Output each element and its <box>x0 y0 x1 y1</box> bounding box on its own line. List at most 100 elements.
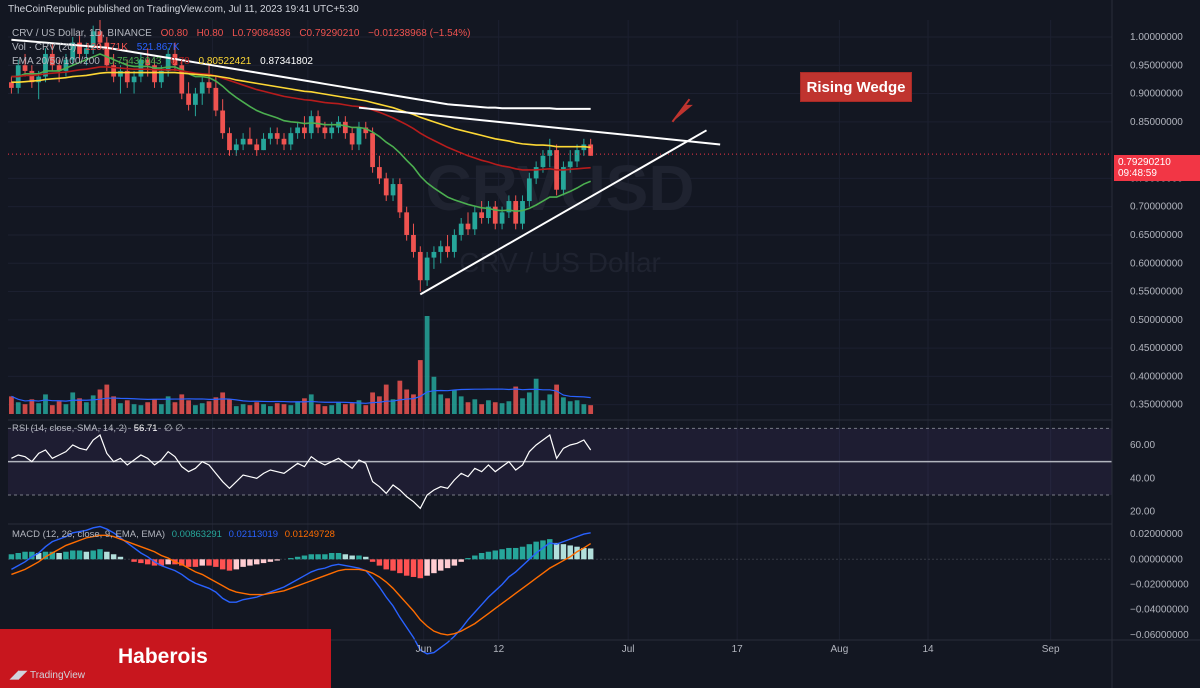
published-line: TheCoinRepublic published on TradingView… <box>8 4 359 15</box>
macd-hist-bar <box>349 555 355 560</box>
candle-body <box>561 167 566 190</box>
macd-hist-bar <box>417 559 424 579</box>
macd-hist-bar <box>308 554 314 560</box>
candle-body <box>97 31 103 43</box>
macd-hist-bar <box>8 554 15 560</box>
volume-bar <box>193 405 198 414</box>
volume-bar <box>308 394 314 414</box>
volume-bar <box>186 400 191 414</box>
volume-bar <box>445 398 450 414</box>
volume-bar <box>213 397 219 414</box>
volume-bar <box>499 403 505 414</box>
wedge-lower-trendline <box>419 129 708 296</box>
candle-body <box>56 65 62 71</box>
time-tick-label: Jul <box>622 644 635 655</box>
candle-body <box>165 53 171 71</box>
volume-bar <box>574 400 580 414</box>
candle-body <box>63 59 69 71</box>
candle-body <box>49 53 55 66</box>
volume-legend: Vol · CRV (20) 120.171K 521.867K <box>12 42 186 53</box>
volume-bar <box>540 400 546 414</box>
macd-hist-bar <box>519 546 526 560</box>
volume-bar <box>561 397 566 414</box>
macd-hist-bar <box>438 559 444 571</box>
price-tick-label: 0.60000000 <box>1130 258 1183 269</box>
macd-hist-bar <box>431 559 437 574</box>
macd-hist-bar <box>567 545 573 560</box>
ema20-value: 0.75436043 <box>108 56 162 67</box>
candle-body <box>404 212 410 235</box>
volume-bar <box>451 390 457 414</box>
macd-hist-bar <box>247 559 253 566</box>
macd-line <box>11 525 591 655</box>
price-tick-label: 0.85000000 <box>1130 117 1183 128</box>
time-tick-label: 17 <box>732 644 744 655</box>
macd-hist-bar <box>131 559 137 562</box>
macd-hist-bar <box>226 559 233 571</box>
ohlc-open: O0.80 <box>160 28 188 39</box>
macd-hist-bar <box>97 549 103 560</box>
candle-body <box>458 223 464 235</box>
volume-bar <box>383 384 389 414</box>
candle-body <box>186 93 191 105</box>
candle-body <box>574 150 580 162</box>
macd-hist-bar <box>301 555 308 560</box>
brand-text: Haberois <box>118 645 208 668</box>
candle-body <box>356 127 362 145</box>
grid-lines <box>8 20 1112 640</box>
volume-bar <box>492 402 498 414</box>
candle-body <box>547 150 553 156</box>
volume-bar <box>254 402 260 414</box>
callout-pointer-line <box>671 98 691 123</box>
volume-bar <box>63 404 69 414</box>
rsi-value: 56.71 <box>133 423 158 434</box>
candle-body <box>247 138 253 145</box>
volume-bar <box>43 394 48 414</box>
volume-bar <box>458 396 464 414</box>
macd-hist-bar <box>540 540 546 560</box>
candle-body <box>492 206 498 224</box>
rsi-tick-label: 60.00 <box>1130 440 1155 451</box>
volume-bar <box>49 405 55 414</box>
volume-bar <box>124 400 130 414</box>
volume-bar <box>274 403 280 414</box>
macd-label: MACD (12, 26, close, 9, EMA, EMA) <box>12 529 166 540</box>
candle-body <box>193 93 198 105</box>
macd-hist-bar <box>322 554 328 560</box>
volume-bar <box>397 380 403 414</box>
candle-body <box>90 31 96 49</box>
volume-bar <box>424 316 430 414</box>
macd-hist-bar <box>581 547 587 560</box>
candle-body <box>77 42 82 54</box>
macd-hist-bar <box>472 555 478 560</box>
volume-bar <box>145 402 151 414</box>
volume-bar <box>36 403 42 414</box>
rsi-tick-label: 20.00 <box>1130 507 1155 518</box>
macd-hist-bar <box>512 547 519 560</box>
macd-hist-bar <box>240 559 246 567</box>
macd-hist-bar <box>383 559 389 570</box>
volume-bar <box>295 402 301 414</box>
candle-body <box>227 133 232 151</box>
candle-countdown: 09:48:59 <box>1118 168 1157 179</box>
time-tick-label: Jun <box>416 644 432 655</box>
candle-body <box>411 234 416 252</box>
macd-hist-bar <box>315 554 321 560</box>
macd-hist-bar <box>70 550 76 560</box>
macd-hist-bar <box>424 559 430 576</box>
ema-legend: EMA 20/50/100/200 0.75436043 0.78 0.8052… <box>12 56 319 67</box>
candle-body <box>499 212 505 224</box>
volume-bar <box>179 394 185 414</box>
candle-body <box>240 138 246 145</box>
macd-hist-bar <box>369 559 376 562</box>
macd-hist-bar <box>42 551 49 560</box>
candle-body <box>533 167 539 179</box>
candle-body <box>179 65 185 94</box>
candle-body <box>424 257 430 281</box>
candle-body <box>526 178 532 202</box>
macd-hist-bar <box>397 559 403 574</box>
price-tick-label: 0.50000000 <box>1130 315 1183 326</box>
macd-hist-bar <box>390 559 396 571</box>
candle-body <box>9 82 14 88</box>
volume-bar <box>363 405 369 414</box>
